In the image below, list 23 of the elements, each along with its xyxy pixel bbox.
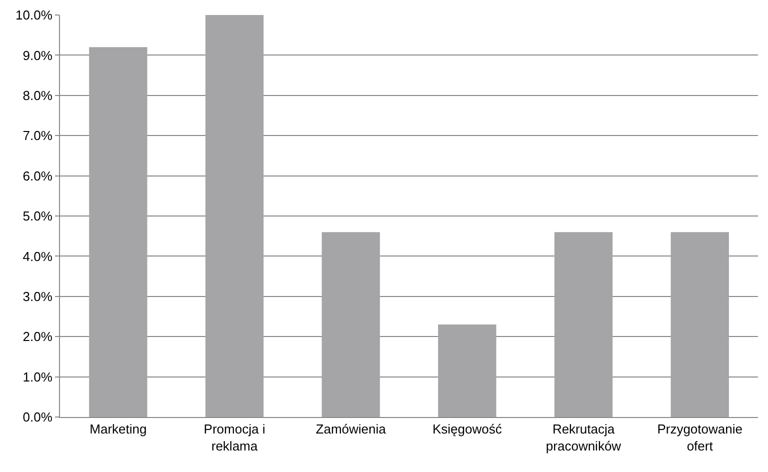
bar bbox=[205, 15, 264, 417]
x-tick-label: Promocja i reklama bbox=[204, 422, 266, 454]
y-tick-label: 6.0% bbox=[22, 168, 53, 184]
bar bbox=[322, 232, 380, 417]
bar bbox=[438, 324, 496, 417]
x-tick-label: Zamówienia bbox=[316, 422, 387, 437]
x-tick-label: Przygotowanie ofert bbox=[657, 422, 742, 454]
y-tick-label: 1.0% bbox=[22, 369, 53, 384]
x-tick-label: Księgowość bbox=[432, 422, 502, 437]
y-tick-label: 2.0% bbox=[22, 329, 53, 344]
y-tick-label: 7.0% bbox=[22, 128, 53, 144]
y-tick-label: 10.0% bbox=[16, 8, 53, 23]
x-tick-label: Rekrutacja pracowników bbox=[546, 422, 622, 454]
y-tick-label: 5.0% bbox=[22, 208, 53, 224]
x-tick-label: Marketing bbox=[90, 422, 147, 437]
bar bbox=[554, 232, 613, 417]
y-tick-label: 0.0% bbox=[22, 410, 53, 425]
y-tick-label: 3.0% bbox=[22, 288, 53, 304]
y-tick-label: 8.0% bbox=[22, 88, 53, 103]
bar bbox=[670, 232, 729, 417]
y-tick-label: 4.0% bbox=[22, 248, 53, 264]
bar bbox=[89, 47, 148, 417]
y-tick-label: 9.0% bbox=[22, 48, 53, 63]
